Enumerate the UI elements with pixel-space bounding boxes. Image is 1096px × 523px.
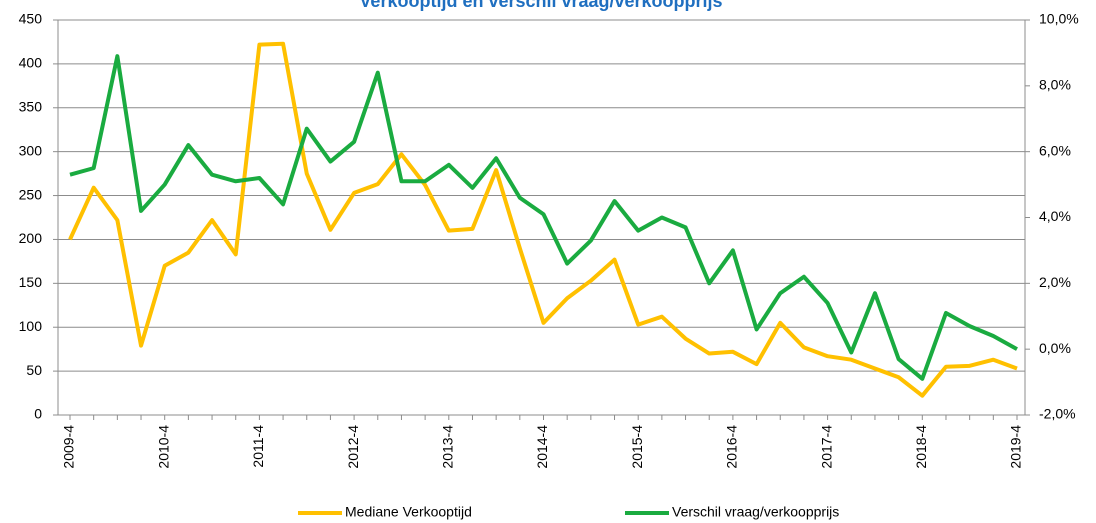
y2-tick-label: 10,0% <box>1039 11 1079 27</box>
y-tick-label: 400 <box>19 55 43 71</box>
y2-tick-label: 0,0% <box>1039 340 1071 356</box>
y-tick-label: 100 <box>19 318 43 334</box>
series-line <box>68 41 1018 398</box>
y-tick-label: 50 <box>26 362 42 378</box>
y-tick-label: 250 <box>19 186 43 202</box>
y2-tick-label: 8,0% <box>1039 77 1071 93</box>
series-line <box>69 54 1018 381</box>
x-tick-label: 2015-4 <box>629 425 645 469</box>
x-tick-label: 2009-4 <box>61 425 77 469</box>
x-tick-label: 2018-4 <box>913 425 929 469</box>
x-tick-label: 2016-4 <box>724 425 740 469</box>
x-tick-label: 2011-4 <box>250 425 266 468</box>
y-tick-label: 350 <box>19 98 43 114</box>
x-tick-label: 2019-4 <box>1008 425 1024 469</box>
x-tick-label: 2013-4 <box>440 425 456 469</box>
x-tick-label: 2012-4 <box>345 425 361 469</box>
y-tick-label: 300 <box>19 142 43 158</box>
y2-tick-label: 2,0% <box>1039 274 1071 290</box>
x-tick-label: 2014-4 <box>534 425 550 469</box>
y2-tick-label: 4,0% <box>1039 208 1071 224</box>
y2-tick-label: -2,0% <box>1039 406 1076 422</box>
x-tick-label: 2010-4 <box>155 425 171 469</box>
y-tick-label: 450 <box>19 11 43 27</box>
legend-label: Mediane Verkooptijd <box>345 504 472 520</box>
chart-title: Verkooptijd en verschil vraag/verkooppri… <box>359 0 722 11</box>
y-tick-label: 150 <box>19 274 43 290</box>
legend-label: Verschil vraag/verkoopprijs <box>672 504 839 520</box>
y-tick-label: 0 <box>34 406 42 422</box>
y2-tick-label: 6,0% <box>1039 142 1071 158</box>
y-tick-label: 200 <box>19 230 43 246</box>
x-tick-label: 2017-4 <box>818 425 834 469</box>
